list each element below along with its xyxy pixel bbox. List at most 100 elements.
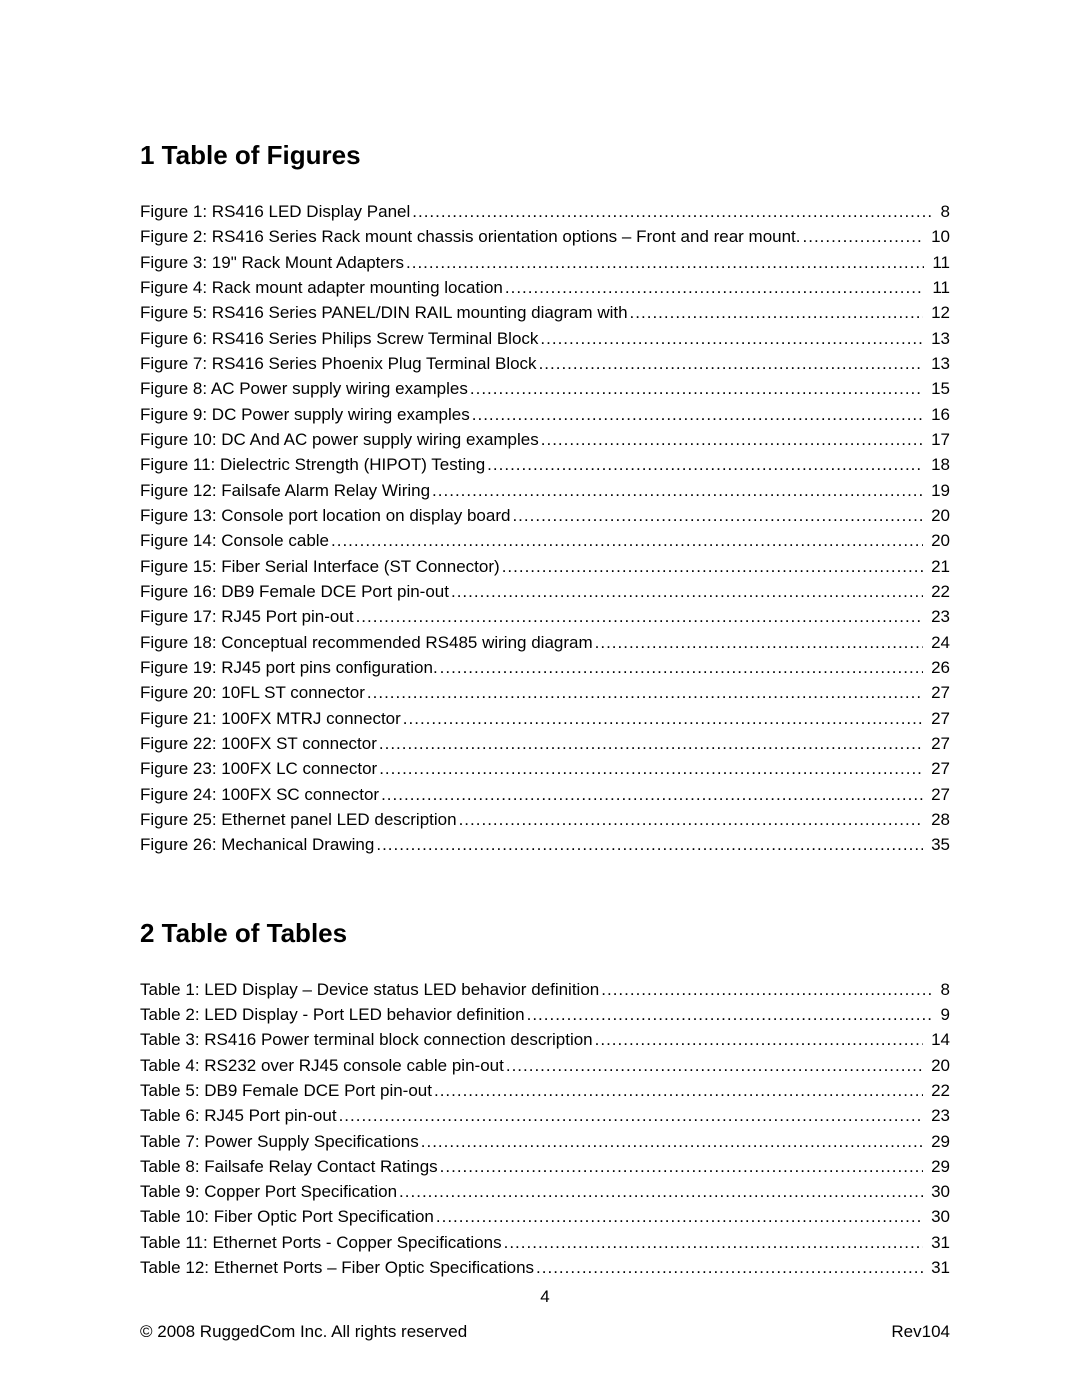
toc-row: Figure 16: DB9 Female DCE Port pin-out22 — [140, 579, 950, 604]
toc-leader — [472, 402, 923, 427]
toc-page: 8 — [935, 977, 950, 1002]
toc-page: 21 — [925, 554, 950, 579]
toc-leader — [504, 1230, 923, 1255]
toc-leader — [379, 731, 923, 756]
toc-leader — [379, 756, 923, 781]
toc-row: Table 12: Ethernet Ports – Fiber Optic S… — [140, 1255, 950, 1280]
toc-leader — [595, 630, 923, 655]
toc-page: 19 — [925, 478, 950, 503]
toc-page: 27 — [925, 756, 950, 781]
toc-row: Table 4: RS232 over RJ45 console cable p… — [140, 1053, 950, 1078]
toc-row: Figure 19: RJ45 port pins configuration.… — [140, 655, 950, 680]
toc-leader — [399, 1179, 923, 1204]
toc-label: Figure 7: RS416 Series Phoenix Plug Term… — [140, 351, 537, 376]
toc-row: Table 3: RS416 Power terminal block conn… — [140, 1027, 950, 1052]
toc-leader — [470, 376, 923, 401]
toc-page: 31 — [925, 1230, 950, 1255]
toc-row: Table 2: LED Display - Port LED behavior… — [140, 1002, 950, 1027]
toc-label: Figure 10: DC And AC power supply wiring… — [140, 427, 539, 452]
toc-label: Figure 22: 100FX ST connector — [140, 731, 377, 756]
toc-page: 13 — [925, 351, 950, 376]
toc-row: Table 7: Power Supply Specifications29 — [140, 1129, 950, 1154]
toc-label: Figure 26: Mechanical Drawing — [140, 832, 374, 857]
toc-label: Figure 3: 19" Rack Mount Adapters — [140, 250, 404, 275]
toc-page: 10 — [925, 224, 950, 249]
toc-row: Figure 24: 100FX SC connector27 — [140, 782, 950, 807]
toc-row: Figure 12: Failsafe Alarm Relay Wiring 19 — [140, 478, 950, 503]
toc-page: 16 — [925, 402, 950, 427]
toc-row: Figure 8: AC Power supply wiring example… — [140, 376, 950, 401]
toc-leader — [331, 528, 923, 553]
toc-label: Table 7: Power Supply Specifications — [140, 1129, 419, 1154]
toc-page: 27 — [925, 680, 950, 705]
toc-row: Figure 3: 19" Rack Mount Adapters11 — [140, 250, 950, 275]
toc-row: Figure 4: Rack mount adapter mounting lo… — [140, 275, 950, 300]
toc-leader — [630, 300, 924, 325]
toc-row: Figure 23: 100FX LC connector27 — [140, 756, 950, 781]
toc-page: 31 — [925, 1255, 950, 1280]
toc-row: Figure 14: Console cable 20 — [140, 528, 950, 553]
toc-row: Figure 7: RS416 Series Phoenix Plug Term… — [140, 351, 950, 376]
toc-page: 20 — [925, 528, 950, 553]
toc-leader — [421, 1129, 923, 1154]
toc-row: Figure 26: Mechanical Drawing35 — [140, 832, 950, 857]
toc-leader — [440, 1154, 923, 1179]
section-heading-figures: 1 Table of Figures — [140, 140, 950, 171]
toc-label: Figure 18: Conceptual recommended RS485 … — [140, 630, 593, 655]
toc-label: Figure 2: RS416 Series Rack mount chassi… — [140, 224, 801, 249]
toc-leader — [595, 1027, 923, 1052]
toc-label: Figure 19: RJ45 port pins configuration. — [140, 655, 438, 680]
toc-label: Figure 17: RJ45 Port pin-out — [140, 604, 354, 629]
toc-label: Figure 13: Console port location on disp… — [140, 503, 510, 528]
toc-label: Figure 4: Rack mount adapter mounting lo… — [140, 275, 503, 300]
toc-leader — [502, 554, 923, 579]
section-heading-tables: 2 Table of Tables — [140, 918, 950, 949]
toc-page: 22 — [925, 1078, 950, 1103]
toc-row: Figure 25: Ethernet panel LED descriptio… — [140, 807, 950, 832]
toc-row: Figure 17: RJ45 Port pin-out23 — [140, 604, 950, 629]
toc-leader — [403, 706, 923, 731]
toc-page: 30 — [925, 1204, 950, 1229]
toc-leader — [451, 579, 923, 604]
toc-page: 15 — [925, 376, 950, 401]
toc-row: Table 6: RJ45 Port pin-out23 — [140, 1103, 950, 1128]
toc-page: 18 — [925, 452, 950, 477]
toc-page: 27 — [925, 731, 950, 756]
toc-row: Figure 6: RS416 Series Philips Screw Ter… — [140, 326, 950, 351]
toc-row: Figure 18: Conceptual recommended RS485 … — [140, 630, 950, 655]
toc-label: Figure 12: Failsafe Alarm Relay Wiring — [140, 478, 430, 503]
toc-label: Table 2: LED Display - Port LED behavior… — [140, 1002, 525, 1027]
toc-label: Figure 1: RS416 LED Display Panel — [140, 199, 410, 224]
toc-label: Table 1: LED Display – Device status LED… — [140, 977, 599, 1002]
toc-figures: Figure 1: RS416 LED Display Panel 8 Figur… — [140, 199, 950, 858]
toc-row: Figure 13: Console port location on disp… — [140, 503, 950, 528]
toc-row: Figure 1: RS416 LED Display Panel 8 — [140, 199, 950, 224]
toc-leader — [540, 326, 923, 351]
toc-page: 20 — [925, 1053, 950, 1078]
toc-leader — [512, 503, 923, 528]
page-footer: 4 © 2008 RuggedCom Inc. All rights reser… — [140, 1322, 950, 1342]
footer-revision: Rev104 — [891, 1322, 950, 1342]
toc-leader — [406, 250, 924, 275]
toc-page: 8 — [935, 199, 950, 224]
toc-label: Figure 16: DB9 Female DCE Port pin-out — [140, 579, 449, 604]
toc-leader — [506, 1053, 923, 1078]
toc-leader — [505, 275, 924, 300]
toc-page: 20 — [925, 503, 950, 528]
toc-label: Figure 14: Console cable — [140, 528, 329, 553]
toc-page: 28 — [925, 807, 950, 832]
toc-page: 13 — [925, 326, 950, 351]
toc-tables: Table 1: LED Display – Device status LED… — [140, 977, 950, 1281]
toc-row: Figure 2: RS416 Series Rack mount chassi… — [140, 224, 950, 249]
toc-label: Figure 20: 10FL ST connector — [140, 680, 365, 705]
toc-leader — [440, 655, 923, 680]
toc-row: Figure 10: DC And AC power supply wiring… — [140, 427, 950, 452]
toc-row: Table 10: Fiber Optic Port Specification… — [140, 1204, 950, 1229]
toc-page: 9 — [935, 1002, 950, 1027]
toc-label: Table 9: Copper Port Specification — [140, 1179, 397, 1204]
toc-leader — [376, 832, 923, 857]
toc-label: Table 12: Ethernet Ports – Fiber Optic S… — [140, 1255, 534, 1280]
toc-label: Figure 24: 100FX SC connector — [140, 782, 379, 807]
toc-leader — [356, 604, 924, 629]
toc-page: 27 — [925, 706, 950, 731]
